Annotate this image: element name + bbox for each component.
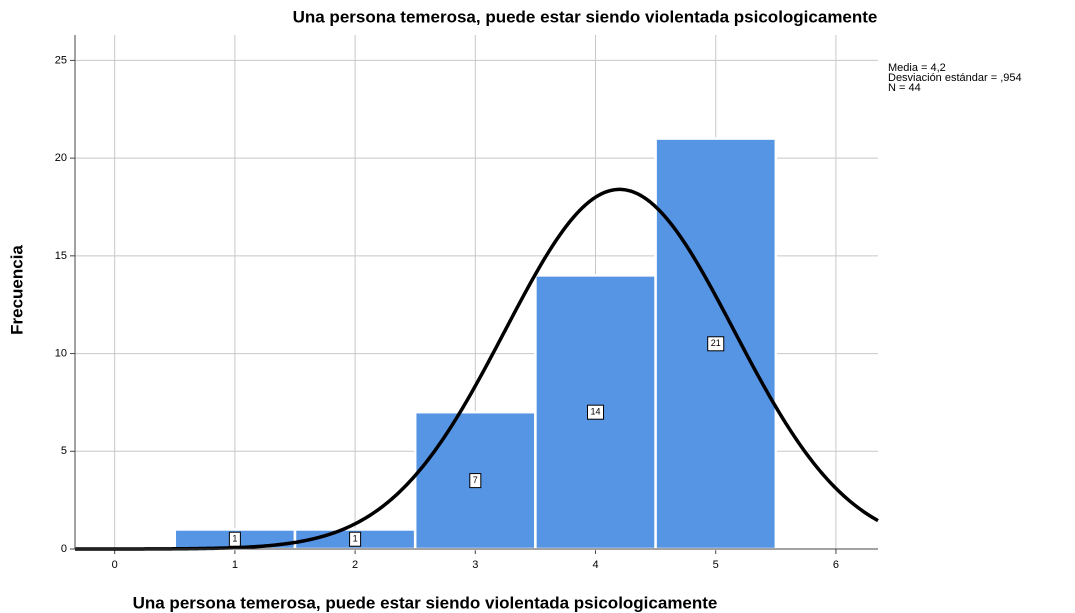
data-label-box	[586, 404, 605, 420]
data-label: 21	[711, 338, 721, 348]
y-axis-label: Frecuencia	[7, 245, 26, 335]
data-label: 1	[353, 534, 358, 544]
data-label-box	[349, 531, 362, 547]
y-tick-label: 20	[55, 152, 67, 164]
x-tick-label: 5	[713, 559, 719, 571]
data-label: 7	[473, 475, 478, 485]
x-tick-label: 1	[232, 559, 238, 571]
y-tick-label: 25	[55, 54, 67, 66]
x-axis-label: Una persona temerosa, puede estar siendo…	[133, 593, 718, 612]
stat-label: Media = 4,2	[888, 62, 946, 74]
data-label: 1	[232, 534, 237, 544]
x-tick-label: 3	[472, 559, 478, 571]
y-tick-label: 15	[55, 250, 67, 262]
y-tick-label: 0	[61, 543, 67, 555]
data-label: 14	[590, 407, 600, 417]
x-tick-label: 2	[352, 559, 358, 571]
x-tick-label: 4	[592, 559, 598, 571]
stat-label: N = 44	[888, 82, 921, 94]
data-label-box	[707, 336, 725, 352]
data-label-box	[469, 473, 482, 489]
y-tick-label: 10	[55, 347, 67, 359]
normal-curve	[75, 187, 879, 551]
y-tick-label: 5	[61, 445, 67, 457]
stat-label: Desviación estándar = ,954	[888, 72, 1022, 84]
x-tick-label: 6	[833, 559, 839, 571]
chart-title: Una persona temerosa, puede estar siendo…	[293, 7, 878, 26]
x-tick-label: 0	[112, 559, 118, 571]
